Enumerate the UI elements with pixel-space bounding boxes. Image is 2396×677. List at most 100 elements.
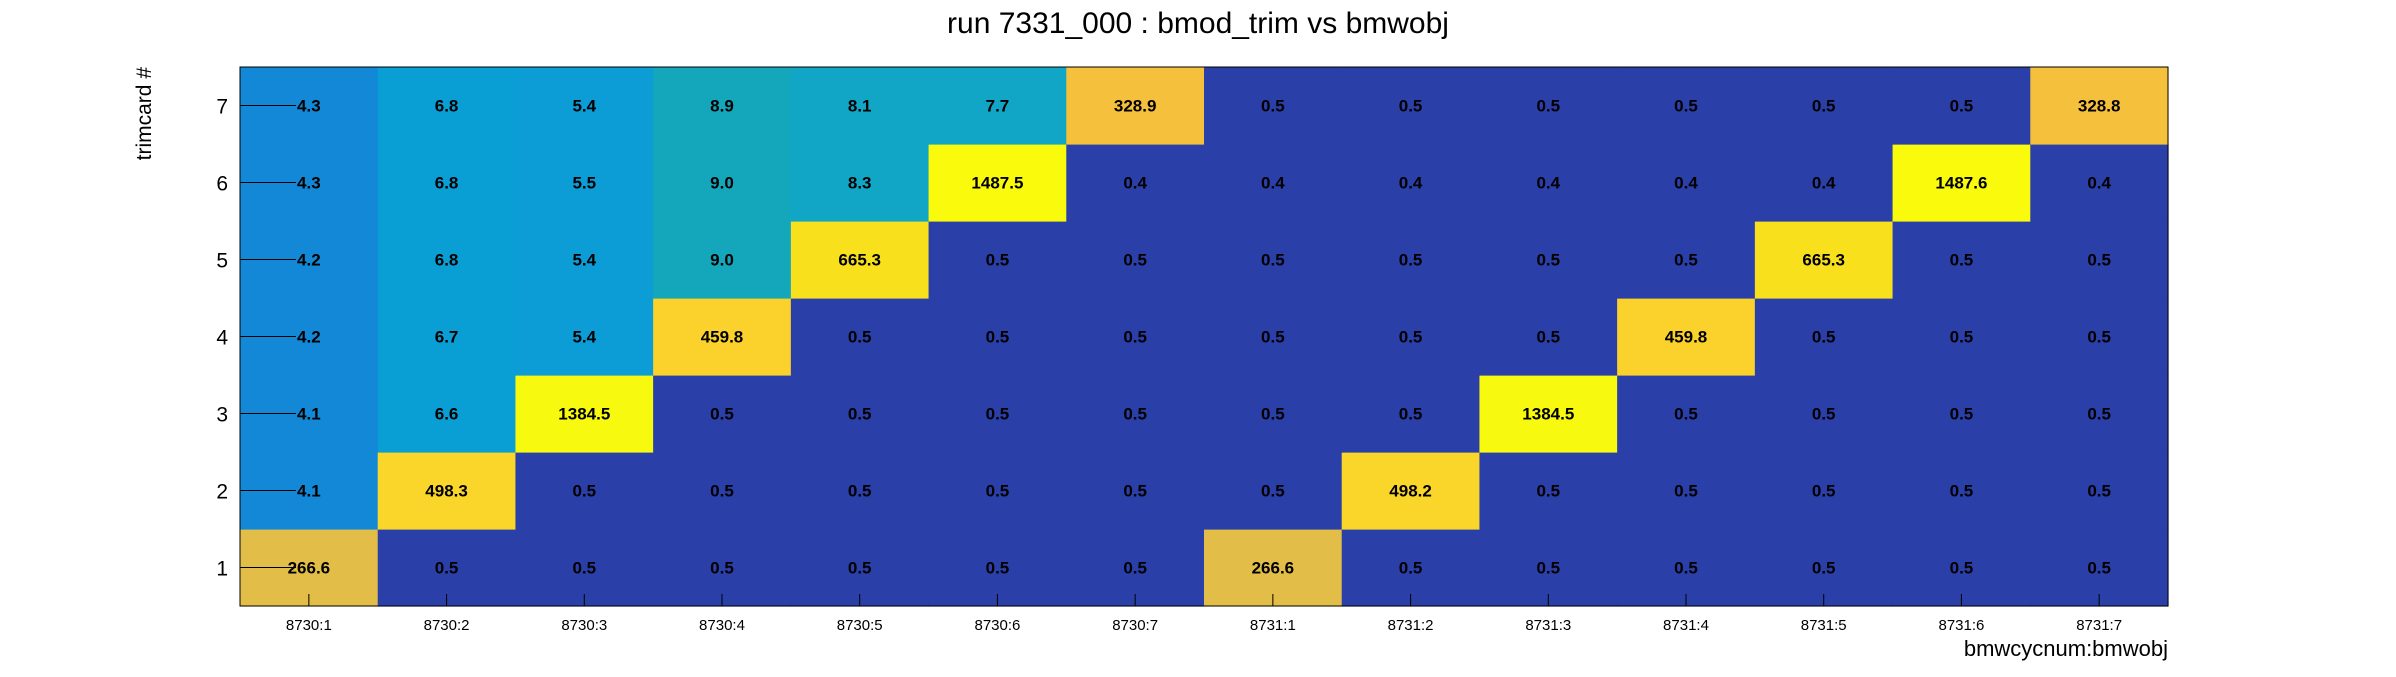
cell-value-label: 0.5 [2087, 405, 2111, 424]
cell-value-label: 4.3 [297, 97, 321, 116]
cell-value-label: 0.5 [848, 559, 872, 578]
cell-value-label: 0.5 [1399, 328, 1423, 347]
cell-value-label: 665.3 [1802, 251, 1845, 270]
axes: 1 2 3 4 5 6 7 8730:1 8730:2 8730:3 8730:4 8730:5 873… [216, 66, 2169, 634]
cell-value-label: 4.3 [297, 174, 321, 193]
heatmap-cell [790, 529, 930, 607]
heatmap-cell [790, 375, 930, 453]
cell-value-label: 6.8 [435, 251, 459, 270]
heatmap-cell [1754, 144, 1894, 222]
x-tick-label: 8730:4 [699, 617, 745, 634]
cell-value-label: 1487.6 [1935, 174, 1987, 193]
heatmap-cell [1341, 452, 1481, 530]
cell-value-label: 0.5 [1674, 251, 1698, 270]
heatmap-cell [790, 144, 930, 222]
heatmap-cell [1341, 144, 1481, 222]
heatmap-cell [1754, 452, 1894, 530]
heatmap-cell [790, 67, 930, 145]
cell-value-label: 0.5 [2087, 559, 2111, 578]
cell-value-label: 0.5 [986, 482, 1010, 501]
heatmap-cell [1066, 67, 1205, 145]
heatmap-cell [1479, 67, 1618, 145]
cell-value-label: 4.2 [297, 251, 321, 270]
cell-value-label: 0.5 [1261, 251, 1285, 270]
heatmap-cell [377, 375, 517, 453]
cell-value-label: 0.5 [1674, 559, 1698, 578]
cell-value-label: 8.9 [710, 97, 734, 116]
cell-value-label: 498.3 [425, 482, 468, 501]
cell-value-label: 0.5 [1812, 559, 1836, 578]
cell-value-label: 459.8 [701, 328, 744, 347]
x-tick-label: 8730:3 [561, 617, 607, 634]
heatmap-cell [928, 67, 1067, 145]
y-tick-label: 2 [216, 481, 228, 504]
heatmap-cell [1341, 298, 1481, 376]
heatmap-cell [515, 452, 654, 530]
cell-value-label: 0.5 [1123, 482, 1147, 501]
heatmap-cell [377, 67, 517, 145]
x-tick-label: 8731:1 [1250, 617, 1296, 634]
heatmap-cell [653, 144, 792, 222]
heatmap-cell [1892, 298, 2031, 376]
heatmap-cell [1479, 529, 1618, 607]
heatmap-cell [1066, 375, 1205, 453]
cell-value-label: 0.5 [1399, 559, 1423, 578]
x-tick-label: 8731:6 [1938, 617, 1984, 634]
cell-value-label: 6.8 [435, 174, 459, 193]
cell-value-label: 0.5 [1950, 405, 1974, 424]
chart-title: run 7331_000 : bmod_trim vs bmwobj [947, 7, 1449, 40]
heatmap-cell [1204, 452, 1343, 530]
cell-value-label: 0.5 [1261, 482, 1285, 501]
heatmap-cell [1617, 529, 1756, 607]
heatmap-cell [790, 298, 930, 376]
cell-value-label: 0.5 [986, 405, 1010, 424]
cell-value-label: 0.5 [710, 405, 734, 424]
cell-value-label: 4.1 [297, 405, 321, 424]
cell-value-label: 266.6 [1252, 559, 1295, 578]
cell-value-label: 9.0 [710, 174, 734, 193]
cell-value-label: 5.4 [572, 328, 596, 347]
heatmap-cell [1892, 67, 2031, 145]
cell-value-label: 0.5 [1536, 328, 1560, 347]
cell-value-label: 0.5 [710, 559, 734, 578]
x-tick-label: 8731:7 [2076, 617, 2122, 634]
heatmap-cell [1341, 375, 1481, 453]
cell-value-label: 0.5 [1399, 97, 1423, 116]
cell-value-label: 498.2 [1389, 482, 1432, 501]
x-tick-label: 8730:1 [286, 617, 332, 634]
cell-value-label: 0.5 [848, 328, 872, 347]
cell-value-label: 0.5 [1399, 251, 1423, 270]
cell-value-label: 5.5 [572, 174, 596, 193]
heatmap-cell [790, 452, 930, 530]
heatmap-cell [2030, 452, 2169, 530]
cell-value-label: 0.5 [1674, 482, 1698, 501]
x-tick-label: 8730:6 [974, 617, 1020, 634]
heatmap-cell [1754, 221, 1894, 299]
heatmap-cell [1204, 144, 1343, 222]
cell-value-label: 0.5 [1536, 482, 1560, 501]
heatmap-cell [653, 375, 792, 453]
cell-value-label: 266.6 [288, 559, 331, 578]
heatmap-cell [653, 67, 792, 145]
heatmap-cell [1892, 375, 2031, 453]
cell-value-label: 0.5 [1812, 482, 1836, 501]
heatmap-cell [1754, 298, 1894, 376]
cell-value-label: 0.4 [1536, 174, 1560, 193]
heatmap-cell [1617, 67, 1756, 145]
heatmap-cell [1754, 529, 1894, 607]
x-tick-label: 8731:3 [1525, 617, 1571, 634]
x-tick-label: 8731:5 [1801, 617, 1847, 634]
cell-value-label: 665.3 [838, 251, 881, 270]
heatmap-cell [790, 221, 930, 299]
heatmap-cell [1204, 298, 1343, 376]
y-tick-label: 1 [216, 558, 228, 581]
cell-value-label: 0.5 [2087, 482, 2111, 501]
cell-value-label: 0.5 [1812, 97, 1836, 116]
heatmap-cell [2030, 529, 2169, 607]
cell-value-label: 0.5 [2087, 328, 2111, 347]
heatmap-cell [1341, 529, 1481, 607]
heatmap-cell [2030, 298, 2169, 376]
heatmap-cell [1479, 375, 1618, 453]
heatmap-cell [377, 298, 517, 376]
heatmap-cell [377, 144, 517, 222]
